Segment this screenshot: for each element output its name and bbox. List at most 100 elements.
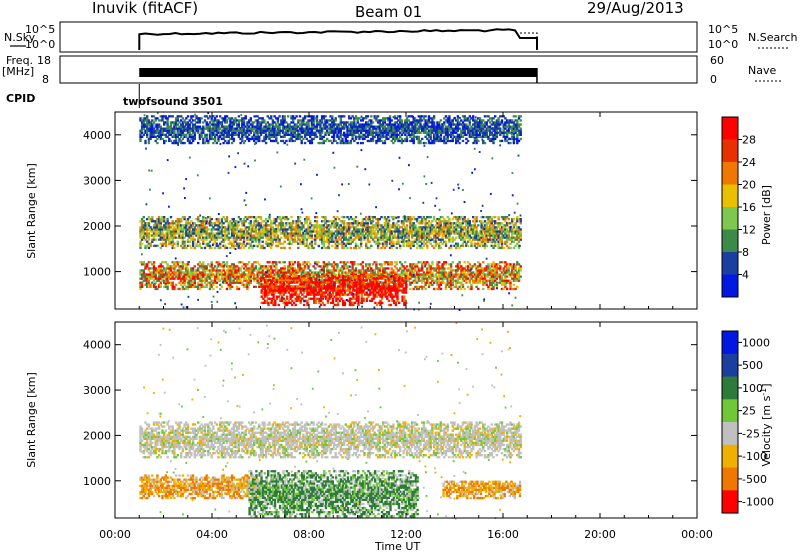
heatmap-cell	[431, 224, 433, 226]
heatmap-cell	[343, 222, 345, 224]
heatmap-cell	[182, 265, 184, 267]
heatmap-cell	[248, 284, 250, 286]
heatmap-cell	[340, 239, 342, 241]
heatmap-cell	[312, 276, 314, 278]
heatmap-cell	[479, 245, 481, 247]
heatmap-cell	[428, 220, 430, 222]
heatmap-cell	[151, 282, 153, 284]
heatmap-cell	[284, 247, 286, 249]
heatmap-cell	[180, 226, 182, 228]
heatmap-cell	[486, 224, 488, 226]
heatmap-cell	[518, 263, 520, 265]
heatmap-cell	[295, 304, 297, 306]
heatmap-cell	[344, 291, 346, 293]
heatmap-cell	[354, 275, 356, 277]
heatmap-cell	[273, 269, 275, 271]
heatmap-cell	[221, 263, 223, 265]
heatmap-cell	[344, 285, 346, 287]
heatmap-cell	[328, 261, 330, 263]
heatmap-cell	[482, 261, 484, 263]
heatmap-cell	[357, 277, 359, 279]
date-title: 29/Aug/2013	[587, 0, 684, 17]
heatmap-cell	[206, 220, 208, 222]
heatmap-cell	[320, 289, 322, 291]
heatmap-cell	[258, 263, 260, 265]
heatmap-cell	[385, 232, 387, 234]
heatmap-cell	[509, 286, 511, 288]
heatmap-cell	[416, 263, 418, 265]
heatmap-cell	[175, 284, 177, 286]
heatmap-cell	[243, 237, 245, 239]
heatmap-cell	[426, 228, 428, 230]
heatmap-cell	[324, 218, 326, 220]
heatmap-cell	[233, 243, 235, 245]
heatmap-cell	[192, 237, 194, 239]
heatmap-cell	[424, 218, 426, 220]
heatmap-cell	[371, 279, 373, 281]
heatmap-cell	[178, 261, 180, 263]
heatmap-cell	[326, 226, 328, 228]
heatmap-cell	[465, 280, 467, 282]
heatmap-cell	[262, 298, 264, 300]
heatmap-cell	[250, 282, 252, 284]
heatmap-cell	[441, 239, 443, 241]
heatmap-cell	[409, 284, 411, 286]
heatmap-cell	[335, 218, 337, 220]
heatmap-cell	[428, 286, 430, 288]
heatmap-cell	[271, 300, 273, 302]
heatmap-cell	[467, 228, 469, 230]
heatmap-cell	[212, 284, 214, 286]
heatmap-cell	[289, 241, 291, 243]
heatmap-cell	[281, 300, 283, 302]
heatmap-cell	[392, 269, 394, 271]
heatmap-cell	[290, 243, 292, 245]
heatmap-cell	[286, 296, 288, 298]
heatmap-cell	[309, 228, 311, 230]
heatmap-cell	[166, 220, 168, 222]
heatmap-cell	[388, 279, 390, 281]
heatmap-cell	[276, 298, 278, 300]
heatmap-cell	[185, 265, 187, 267]
heatmap-cell	[264, 281, 266, 283]
heatmap-cell	[158, 280, 160, 282]
heatmap-cell	[146, 245, 148, 247]
heatmap-cell	[388, 275, 390, 277]
heatmap-cell	[143, 269, 145, 271]
heatmap-cell	[202, 218, 204, 220]
heatmap-cell	[352, 287, 354, 289]
heatmap-cell	[272, 296, 274, 298]
heatmap-cell	[440, 284, 442, 286]
heatmap-cell	[245, 265, 247, 267]
heatmap-cell	[288, 291, 290, 293]
heatmap-cell	[467, 241, 469, 243]
heatmap-cell	[470, 288, 472, 290]
heatmap-cell	[278, 241, 280, 243]
heatmap-cell	[297, 237, 299, 239]
heatmap-cell	[465, 282, 467, 284]
heatmap-cell	[272, 241, 274, 243]
heatmap-cell	[139, 288, 141, 290]
heatmap-cell	[330, 283, 332, 285]
heatmap-cell	[431, 220, 433, 222]
heatmap-cell	[419, 241, 421, 243]
heatmap-cell	[296, 289, 298, 291]
heatmap-cell	[336, 245, 338, 247]
heatmap-cell	[153, 263, 155, 265]
heatmap-cell	[520, 237, 522, 239]
heatmap-cell	[360, 241, 362, 243]
heatmap-cell	[221, 286, 223, 288]
heatmap-cell	[357, 224, 359, 226]
heatmap-cell	[173, 243, 175, 245]
heatmap-cell	[187, 288, 189, 290]
heatmap-cell	[380, 265, 382, 267]
heatmap-cell	[475, 226, 477, 228]
heatmap-cell	[192, 267, 194, 269]
heatmap-cell	[286, 304, 288, 306]
heatmap-cell	[303, 277, 305, 279]
heatmap-cell	[214, 241, 216, 243]
heatmap-cell	[506, 241, 508, 243]
heatmap-cell	[316, 220, 318, 222]
heatmap-cell	[189, 216, 191, 218]
heatmap-cell	[374, 294, 376, 296]
heatmap-cell	[236, 273, 238, 275]
